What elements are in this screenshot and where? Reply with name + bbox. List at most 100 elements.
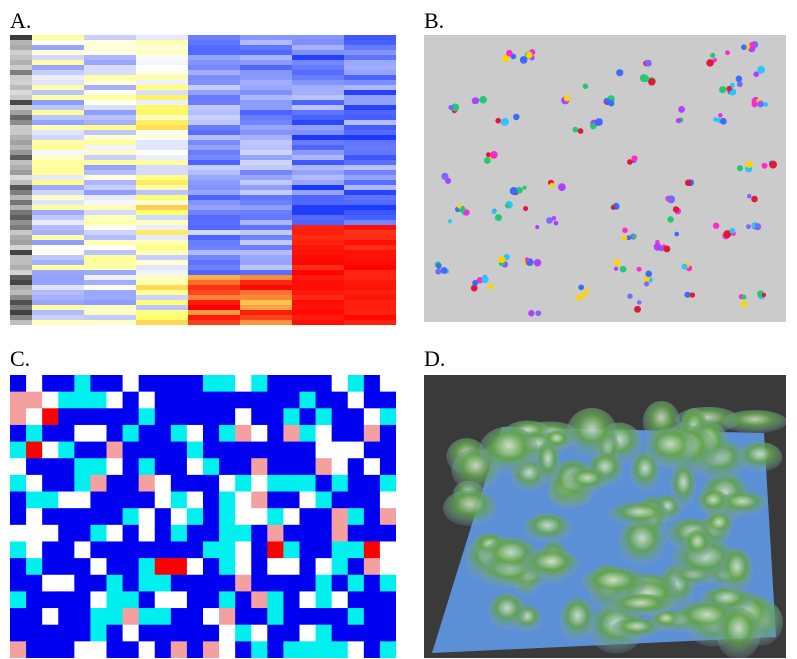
grid-cell [10,392,27,409]
heatmap-cell [344,135,396,141]
grid-cell [187,608,204,625]
cluster-dot [523,206,528,211]
heatmap-cell [344,230,396,236]
heatmap-cell [10,75,32,81]
heatmap-cell [84,160,137,166]
grid-cell [235,442,252,459]
grid-cell [348,458,365,475]
heatmap-cell [344,220,396,226]
grid-cell [203,442,220,459]
heatmap-cell [344,235,396,241]
heatmap-cell [10,225,32,231]
grid-cell [155,458,172,475]
heatmap-cell [10,210,32,216]
heatmap-cell [344,50,396,56]
grid-cell [107,525,124,542]
grid-cell [267,458,284,475]
grid-cell [139,558,156,575]
heatmap-cell [32,65,85,71]
heatmap-cell [32,135,85,141]
heatmap-cell [136,55,189,61]
heatmap-cell [84,180,137,186]
heatmap-cell [84,35,137,41]
grid-cell [316,591,333,608]
heatmap-cell [136,125,189,131]
grid-cell [90,442,107,459]
grid-cell [10,508,27,525]
grid-cell [219,458,236,475]
heatmap-cell [32,115,85,121]
heatmap-cell [344,300,396,306]
panel-label: C. [10,346,30,372]
grid-cell [90,458,107,475]
terrain-hill [644,428,695,468]
heatmap-cell [136,180,189,186]
heatmap-cell [240,315,293,321]
grid-cell [58,575,75,592]
heatmap-cell [240,180,293,186]
grid-cell [219,608,236,625]
heatmap-cell [188,185,241,191]
heatmap-cell [10,285,32,291]
heatmap-cell [188,85,241,91]
grid-cell [300,375,317,392]
heatmap-cell [188,150,241,156]
terrain-hill [683,529,712,559]
grid-cell [380,541,396,558]
cluster-dot [648,78,655,85]
heatmap-cell [292,240,345,246]
grid-cell [107,475,124,492]
grid-cell [171,608,188,625]
heatmap-cell [10,130,32,136]
grid-cell [74,625,91,642]
heatmap-cell [10,85,32,91]
cluster-dot [755,223,760,228]
heatmap-cell [32,230,85,236]
heatmap-cell [292,70,345,76]
heatmap-cell [292,315,345,321]
heatmap-cell [84,255,137,261]
heatmap-cell [292,170,345,176]
grid-cell [300,541,317,558]
heatmap-cell [188,260,241,266]
heatmap-cell [344,145,396,151]
grid-cell [26,475,43,492]
grid-cell [219,375,236,392]
heatmap-cell [240,110,293,116]
heatmap-cell [344,95,396,101]
heatmap-cell [344,140,396,146]
heatmap-cell [136,250,189,256]
grid-cell [364,425,381,442]
heatmap-cell [188,170,241,176]
grid-cell [364,575,381,592]
grid-cell [10,442,27,459]
heatmap-cell [240,105,293,111]
heatmap-cell [84,225,137,231]
grid-cell [155,375,172,392]
cluster-dot [713,223,719,229]
grid-cell [219,425,236,442]
heatmap-cell [136,245,189,251]
grid-cell [348,558,365,575]
cluster-dot [578,128,584,134]
grid-cell [380,442,396,459]
heatmap-cell [344,160,396,166]
grid-cell [316,375,333,392]
cluster-dot [725,50,730,55]
grid-cell [283,442,300,459]
grid-cell [123,575,140,592]
grid-cell [90,575,107,592]
heatmap-cell [136,205,189,211]
heatmap-cell [292,130,345,136]
heatmap-cell [344,75,396,81]
grid-cell [171,591,188,608]
grid-cell [235,575,252,592]
heatmap-cell [344,270,396,276]
heatmap-cell [344,55,396,61]
heatmap-cell [240,290,293,296]
cluster-dot [720,118,727,125]
grid-cell [380,492,396,509]
heatmap-cell [292,235,345,241]
heatmap-cell [240,75,293,81]
grid-cell [267,442,284,459]
